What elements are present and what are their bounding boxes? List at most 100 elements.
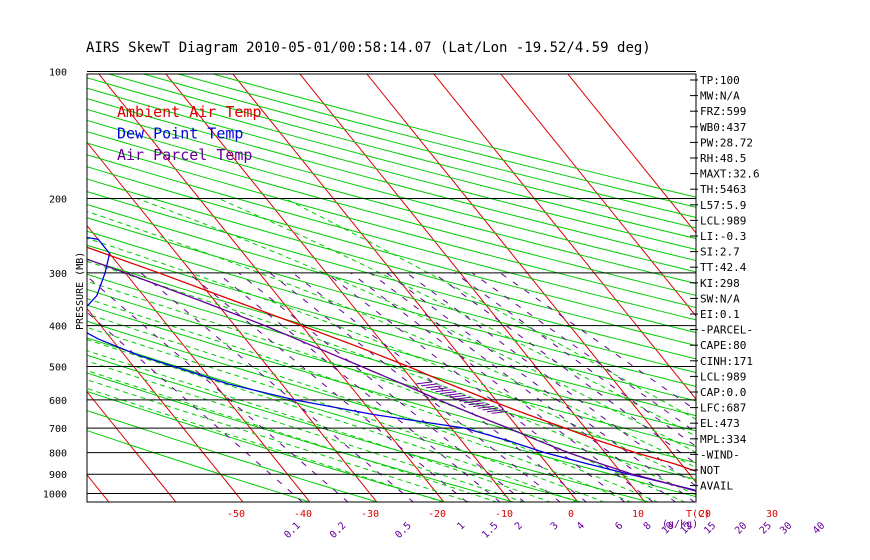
cape-hatch-line <box>430 387 447 391</box>
mixing-ratio-line <box>454 272 696 448</box>
index-label: PW:28.72 <box>700 136 753 149</box>
pressure-tick-label: 900 <box>49 470 67 481</box>
index-label: TH:5463 <box>700 183 746 196</box>
mixing-ratio-tick-label: 30 <box>778 520 794 536</box>
mixing-ratio-tick-label: 1.5 <box>480 520 501 541</box>
cape-hatch-line <box>491 410 508 414</box>
cape-hatch-line <box>454 396 471 400</box>
cape-hatch-line <box>468 402 485 406</box>
pressure-axis: 100 200 300 400 500 600 700 800 900 1000 <box>43 68 67 501</box>
cape-hatch-line <box>444 393 462 397</box>
index-label: SW:N/A <box>700 292 740 305</box>
cape-hatch-line <box>459 398 476 402</box>
isotherm-line <box>87 390 177 502</box>
index-label: LFC:687 <box>700 402 746 415</box>
index-label: CAP:0.0 <box>700 386 746 399</box>
moist-adiabat-line <box>137 198 696 453</box>
cape-hatch-line <box>477 405 494 409</box>
mixing-ratio-line <box>269 272 561 502</box>
bottom-temp-tick-label: 30 <box>766 509 778 520</box>
index-label: TT:42.4 <box>700 261 747 274</box>
mixing-ratio-line <box>87 311 304 502</box>
dry-adiabat-line <box>87 131 696 296</box>
cape-hatch-line <box>449 394 466 398</box>
mixing-ratio-tick-label: 3 <box>549 520 561 532</box>
dry-adiabat-line <box>87 320 696 498</box>
isotherm-line <box>87 141 378 502</box>
isotherm-line <box>0 62 42 502</box>
dry-adiabat-line <box>87 273 696 448</box>
mixing-ratio-tick-label: 4 <box>575 520 587 532</box>
mixing-ratio-line <box>406 272 696 487</box>
dry-adiabat-line <box>87 354 583 502</box>
moist-adiabat-line <box>87 360 525 502</box>
mixing-ratio-line <box>292 272 588 502</box>
mixing-ratio-tick-label: 1 <box>455 520 467 532</box>
pressure-tick-label: 1000 <box>43 490 67 501</box>
moist-adiabat-line <box>87 260 696 496</box>
dry-adiabat-line <box>141 74 696 218</box>
pressure-tick-label: 800 <box>49 449 67 460</box>
cape-hatch-line <box>482 407 499 411</box>
dry-adiabat-line <box>87 304 696 480</box>
mixing-ratio-line <box>216 272 501 502</box>
pressure-axis-label: PRESSURE (MB) <box>75 252 86 330</box>
index-label: CAPE:80 <box>700 339 746 352</box>
mixing-ratio-tick-label: 40 <box>811 520 827 536</box>
dry-adiabat-line <box>87 87 696 250</box>
bottom-temp-tick-label: -20 <box>428 509 446 520</box>
moist-adiabat-line <box>87 313 632 502</box>
pressure-tick-label: 200 <box>49 195 67 206</box>
mixing-ratio-line <box>187 272 468 502</box>
index-label: KI:298 <box>700 277 740 290</box>
legend-entry: Dew Point Temp <box>117 125 243 143</box>
index-label: WB0:437 <box>700 121 746 134</box>
moist-adiabat-line <box>87 210 696 469</box>
cape-hatch-line <box>416 381 433 385</box>
legend-entry: Air Parcel Temp <box>117 146 252 164</box>
index-label: LCL:989 <box>700 214 746 227</box>
cape-hatch-line <box>425 385 443 389</box>
index-label: -WIND- <box>700 448 740 461</box>
isobar-lines <box>87 71 696 494</box>
pressure-tick-label: 600 <box>49 396 67 407</box>
pressure-tick-label: 300 <box>49 269 67 280</box>
cape-hatch-line <box>435 389 452 393</box>
mixing-ratio-tick-label: 0.5 <box>393 520 414 541</box>
bottom-temperature-axis: -50 -40 -30 -20 -10 0 10 20 30 T(C) <box>227 509 778 520</box>
isotherm-line <box>366 74 696 484</box>
isotherm-line <box>500 74 696 317</box>
mixing-ratio-tick-label: 0.2 <box>328 520 349 541</box>
index-label: -PARCEL- <box>700 324 753 337</box>
moist-adiabat-line <box>87 350 552 502</box>
dry-adiabat-line <box>87 119 696 285</box>
cape-hatch-line <box>486 409 504 413</box>
isotherm-line <box>87 224 311 502</box>
dry-adiabat-line <box>87 430 311 502</box>
bottom-temp-tick-label: -10 <box>495 509 513 520</box>
bottom-temp-tick-label: -40 <box>294 509 312 520</box>
moist-adiabat-line <box>87 280 686 502</box>
dry-adiabat-line <box>87 410 379 502</box>
bottom-temp-tick-label: -50 <box>227 509 245 520</box>
pressure-tick-label: 400 <box>49 322 67 333</box>
mixing-ratio-line <box>471 272 696 433</box>
mixing-ratio-line <box>238 272 526 502</box>
isotherm-line <box>433 74 696 401</box>
index-label: MAXT:32.6 <box>700 168 760 181</box>
mixing-ratio-lines <box>87 272 696 502</box>
bottom-temp-tick-label: 10 <box>632 509 644 520</box>
index-label: LCL:989 <box>700 370 746 383</box>
isotherm-line <box>87 474 110 502</box>
dry-adiabat-line <box>87 178 696 347</box>
mixing-ratio-tick-label: 6 <box>613 520 625 532</box>
cape-hatch-line <box>440 391 457 395</box>
bottom-temp-tick-label: 20 <box>699 509 711 520</box>
cape-hatch <box>416 381 508 414</box>
moist-adiabat-line <box>218 198 696 437</box>
index-label: LI:-0.3 <box>700 230 746 243</box>
dry-adiabat-line <box>87 217 696 388</box>
dry-adiabat-lines <box>87 74 696 502</box>
legend-entry: Ambient Air Temp <box>117 103 262 121</box>
